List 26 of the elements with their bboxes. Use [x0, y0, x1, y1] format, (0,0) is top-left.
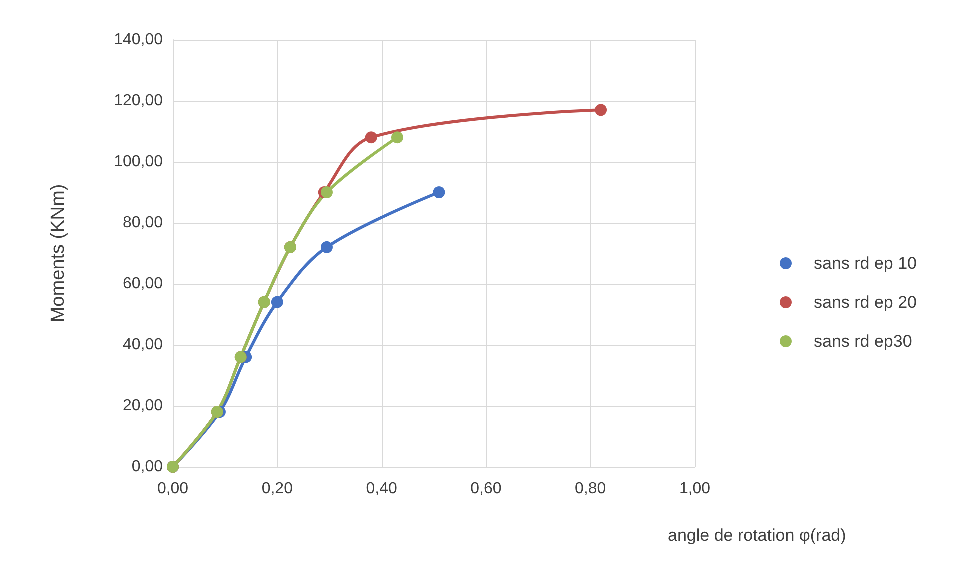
point [321, 186, 333, 198]
legend-label: sans rd ep 20 [814, 293, 918, 312]
point [365, 132, 378, 144]
legend-label: sans rd ep30 [814, 332, 912, 351]
point [321, 241, 333, 254]
x-tick-label: 1,00 [679, 480, 711, 498]
x-tick-label: 0,20 [262, 480, 294, 498]
y-tick-label: 60,00 [122, 276, 164, 292]
x-tick-label: 0,80 [575, 480, 606, 498]
y-tick-label: 80,00 [122, 214, 164, 232]
y-axis-title: Moments (KNm) [48, 184, 69, 323]
x-tick-label: 0,00 [157, 480, 189, 498]
y-tick-label: 40,00 [122, 336, 164, 354]
x-axis-title: angle de rotation φ(rad) [668, 526, 846, 545]
y-tick-label: 0,00 [132, 458, 164, 476]
x-tick-label: 0,60 [470, 480, 502, 498]
x-tick-label: 0,40 [366, 480, 398, 498]
y-tick-label: 100,00 [114, 154, 164, 170]
y-tick-label: 20,00 [122, 398, 164, 414]
y-tick-label: 140,00 [114, 32, 164, 48]
point [433, 186, 446, 198]
point [595, 104, 608, 116]
legend-label: sans rd ep 10 [814, 254, 918, 273]
point [271, 296, 284, 308]
y-tick-label: 120,00 [114, 92, 164, 110]
point [391, 132, 404, 144]
